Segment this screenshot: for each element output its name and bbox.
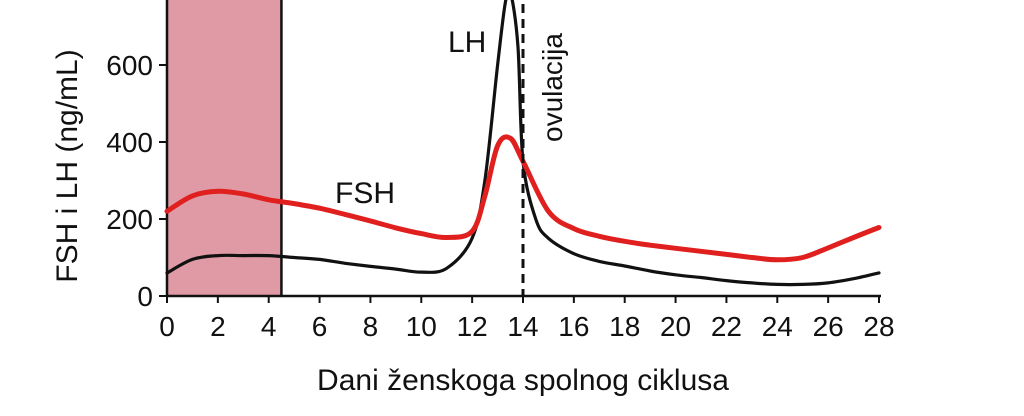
y-tick-label-200: 200 [106,204,153,235]
x-tick-label-8: 8 [363,311,379,342]
x-tick-label-22: 22 [711,311,742,342]
x-tick-label-12: 12 [457,311,488,342]
shade-layer [167,0,283,296]
x-tick-label-14: 14 [507,311,538,342]
series-label-lh: LH [448,26,486,59]
y-tick-label-600: 600 [106,50,153,81]
x-axis-title: Dani ženskoga spolnog ciklusa [317,364,729,397]
y-axis-title: FSH i LH (ng/mL) [51,49,84,282]
x-tick-label-20: 20 [660,311,691,342]
x-tick-label-0: 0 [159,311,175,342]
x-tick-label-4: 4 [261,311,277,342]
series-line-fsh [164,134,882,263]
y-tick-label-0: 0 [137,281,153,312]
x-tick-label-28: 28 [863,311,894,342]
x-tick-label-10: 10 [406,311,437,342]
ovulation-label: ovulacija [537,33,568,142]
x-tick-label-18: 18 [609,311,640,342]
x-tick-label-24: 24 [762,311,793,342]
x-tick-label-26: 26 [813,311,844,342]
series-label-fsh: FSH [335,177,395,210]
y-tick-label-400: 400 [106,127,153,158]
x-tick-label-2: 2 [210,311,226,342]
x-tick-label-6: 6 [312,311,328,342]
series-line-lh [165,0,881,287]
series-layer [164,0,882,296]
text-layer: 02468101214161820222426280200400600800 [106,0,894,342]
x-tick-label-16: 16 [558,311,589,342]
menstruation-band [167,0,282,296]
y-tick-label-800: 800 [106,0,153,4]
